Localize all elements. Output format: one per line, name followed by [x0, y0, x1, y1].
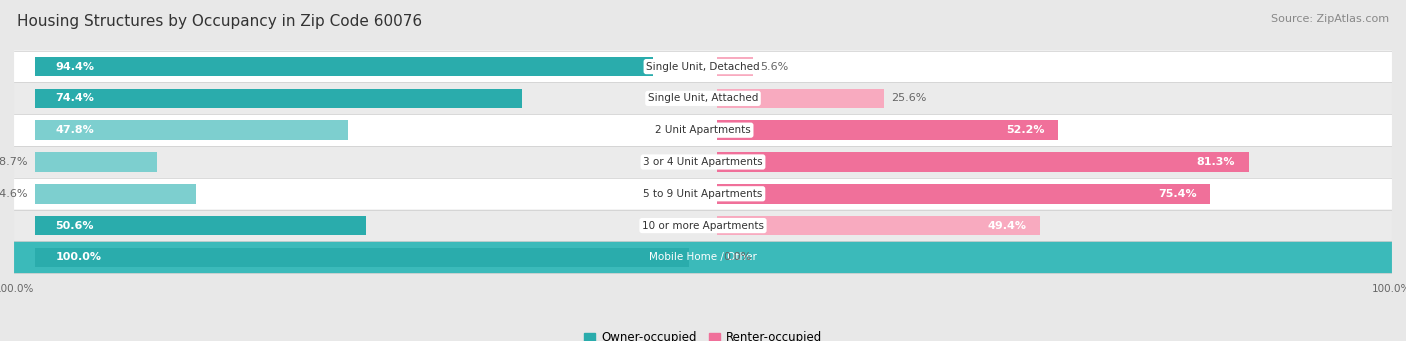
Text: 49.4%: 49.4% [987, 221, 1026, 231]
Text: 100.0%: 100.0% [55, 252, 101, 262]
Text: 18.7%: 18.7% [0, 157, 28, 167]
Text: 94.4%: 94.4% [55, 62, 94, 72]
Legend: Owner-occupied, Renter-occupied: Owner-occupied, Renter-occupied [579, 327, 827, 341]
Bar [717, 89, 884, 108]
FancyBboxPatch shape [14, 114, 1392, 146]
Text: 81.3%: 81.3% [1197, 157, 1234, 167]
FancyBboxPatch shape [14, 210, 1392, 241]
Text: 5 to 9 Unit Apartments: 5 to 9 Unit Apartments [644, 189, 762, 199]
Bar [35, 89, 522, 108]
Text: 75.4%: 75.4% [1159, 189, 1197, 199]
Text: 2 Unit Apartments: 2 Unit Apartments [655, 125, 751, 135]
Text: 0.0%: 0.0% [724, 252, 752, 262]
FancyBboxPatch shape [14, 51, 1392, 83]
Text: Source: ZipAtlas.com: Source: ZipAtlas.com [1271, 14, 1389, 24]
Bar [717, 120, 1059, 140]
Bar [35, 152, 157, 172]
Text: 3 or 4 Unit Apartments: 3 or 4 Unit Apartments [643, 157, 763, 167]
Bar [35, 184, 195, 204]
Text: Mobile Home / Other: Mobile Home / Other [650, 252, 756, 262]
Bar [717, 152, 1249, 172]
FancyBboxPatch shape [14, 146, 1392, 178]
Text: 5.6%: 5.6% [761, 62, 789, 72]
Text: 10 or more Apartments: 10 or more Apartments [643, 221, 763, 231]
Bar [717, 216, 1040, 235]
Bar [717, 57, 754, 76]
Text: 50.6%: 50.6% [55, 221, 94, 231]
FancyBboxPatch shape [14, 241, 1392, 273]
Text: 24.6%: 24.6% [0, 189, 28, 199]
Text: Housing Structures by Occupancy in Zip Code 60076: Housing Structures by Occupancy in Zip C… [17, 14, 422, 29]
Text: 47.8%: 47.8% [55, 125, 94, 135]
FancyBboxPatch shape [14, 178, 1392, 210]
Bar [717, 184, 1211, 204]
Bar [35, 216, 366, 235]
Text: 52.2%: 52.2% [1007, 125, 1045, 135]
Bar [35, 248, 689, 267]
Text: Single Unit, Detached: Single Unit, Detached [647, 62, 759, 72]
Bar [35, 120, 347, 140]
Text: Single Unit, Attached: Single Unit, Attached [648, 93, 758, 103]
Text: 25.6%: 25.6% [891, 93, 927, 103]
FancyBboxPatch shape [14, 83, 1392, 114]
Text: 74.4%: 74.4% [55, 93, 94, 103]
Bar [35, 57, 652, 76]
